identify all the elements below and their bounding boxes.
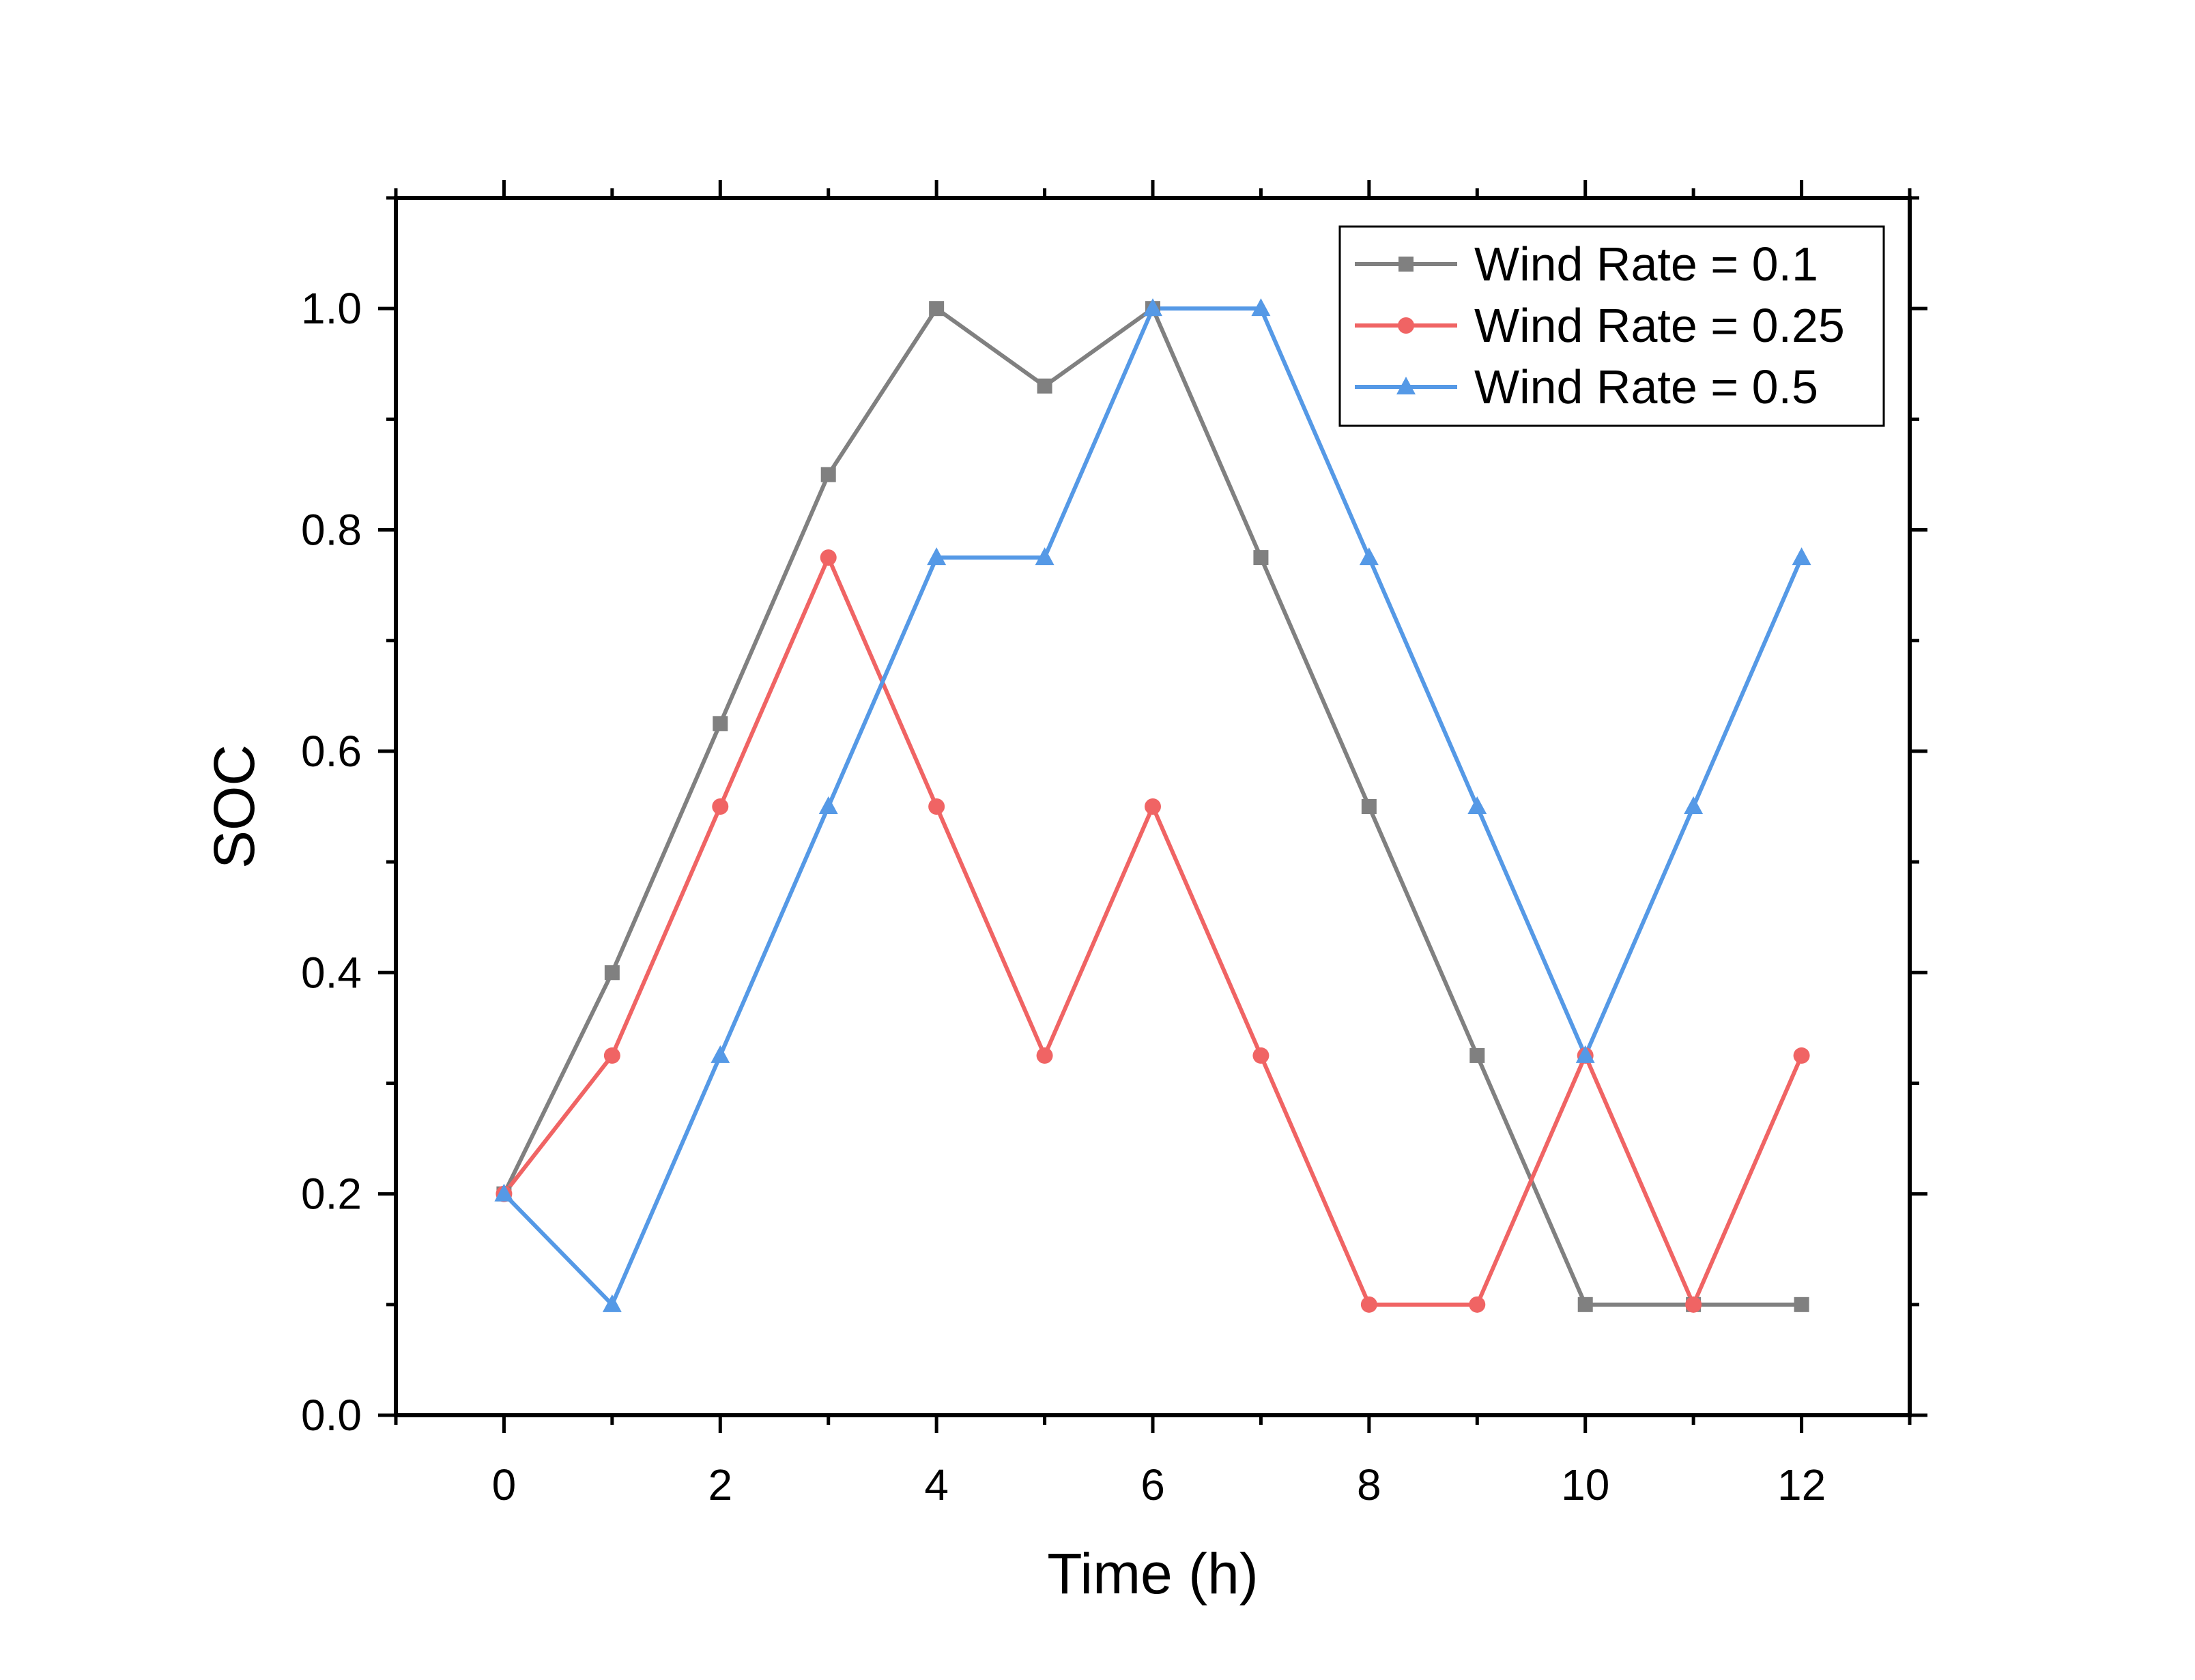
data-point-series-2 xyxy=(1252,1047,1269,1064)
x-tick-label: 0 xyxy=(492,1460,517,1509)
data-point-series-3 xyxy=(1143,298,1162,317)
data-point-series-1 xyxy=(929,301,945,317)
data-point-series-3 xyxy=(711,1045,730,1063)
data-point-series-2 xyxy=(1145,798,1161,815)
x-tick-label: 12 xyxy=(1777,1460,1826,1509)
legend-items: Wind Rate = 0.1 Wind Rate = 0.25 Wind Rate… xyxy=(1355,237,1845,414)
data-point-series-2 xyxy=(712,798,729,815)
y-tick-label: 0.4 xyxy=(301,948,362,997)
x-tick-label: 4 xyxy=(924,1460,949,1509)
y-tick-label: 0.0 xyxy=(301,1391,362,1440)
legend-marker-3 xyxy=(1396,377,1416,394)
data-point-series-3 xyxy=(818,796,838,814)
legend: Wind Rate = 0.1 Wind Rate = 0.25 Wind Rate… xyxy=(1338,225,1885,427)
data-point-series-3 xyxy=(1035,547,1055,566)
legend-label-3: Wind Rate = 0.5 xyxy=(1474,360,1818,414)
data-point-series-2 xyxy=(603,1047,620,1064)
data-point-series-1 xyxy=(1037,378,1052,394)
data-point-series-1 xyxy=(1469,1047,1485,1063)
data-point-series-1 xyxy=(604,965,620,981)
axis-ticks xyxy=(378,180,1927,1433)
data-point-series-3 xyxy=(1575,1045,1595,1063)
y-axis-title: SOC xyxy=(202,744,266,869)
legend-label-1: Wind Rate = 0.1 xyxy=(1474,237,1818,291)
legend-marker-2 xyxy=(1398,317,1414,334)
data-point-series-2 xyxy=(820,549,837,566)
data-point-series-1 xyxy=(1361,799,1377,814)
data-point-series-3 xyxy=(1251,298,1271,317)
data-point-series-2 xyxy=(1036,1047,1053,1064)
data-point-series-1 xyxy=(1794,1297,1809,1312)
x-tick-label: 8 xyxy=(1357,1460,1381,1509)
x-tick-label: 10 xyxy=(1561,1460,1609,1509)
y-tick-label: 0.8 xyxy=(301,506,362,555)
data-point-series-1 xyxy=(1253,550,1269,566)
data-point-series-3 xyxy=(1792,547,1811,566)
data-point-series-3 xyxy=(927,547,947,566)
data-point-series-2 xyxy=(1793,1047,1810,1064)
axis-tick-labels: 0 2 4 6 8 10 12 0.0 0.2 0.4 0.6 0.8 1.0 xyxy=(301,284,1826,1509)
legend-label-2: Wind Rate = 0.25 xyxy=(1474,299,1845,352)
x-tick-label: 2 xyxy=(708,1460,732,1509)
data-point-series-3 xyxy=(602,1294,622,1312)
data-point-series-2 xyxy=(1685,1296,1702,1313)
legend-marker-1 xyxy=(1398,257,1414,272)
data-point-series-2 xyxy=(1360,1296,1377,1313)
data-point-series-2 xyxy=(1469,1296,1486,1313)
y-tick-label: 1.0 xyxy=(301,284,362,333)
y-tick-label: 0.2 xyxy=(301,1170,362,1219)
x-axis-title: Time (h) xyxy=(1047,1541,1259,1606)
data-point-series-1 xyxy=(1577,1297,1593,1312)
data-point-series-3 xyxy=(1467,796,1487,814)
series-markers xyxy=(494,298,1811,1313)
data-point-series-3 xyxy=(1359,547,1379,566)
data-point-series-1 xyxy=(820,467,836,482)
series-line-2 xyxy=(502,555,1804,1307)
data-point-series-3 xyxy=(1684,796,1704,814)
data-point-series-3 xyxy=(494,1183,514,1202)
y-tick-label: 0.6 xyxy=(301,727,362,776)
data-point-series-2 xyxy=(928,798,945,815)
data-point-series-1 xyxy=(713,716,728,732)
x-tick-label: 6 xyxy=(1140,1460,1165,1509)
